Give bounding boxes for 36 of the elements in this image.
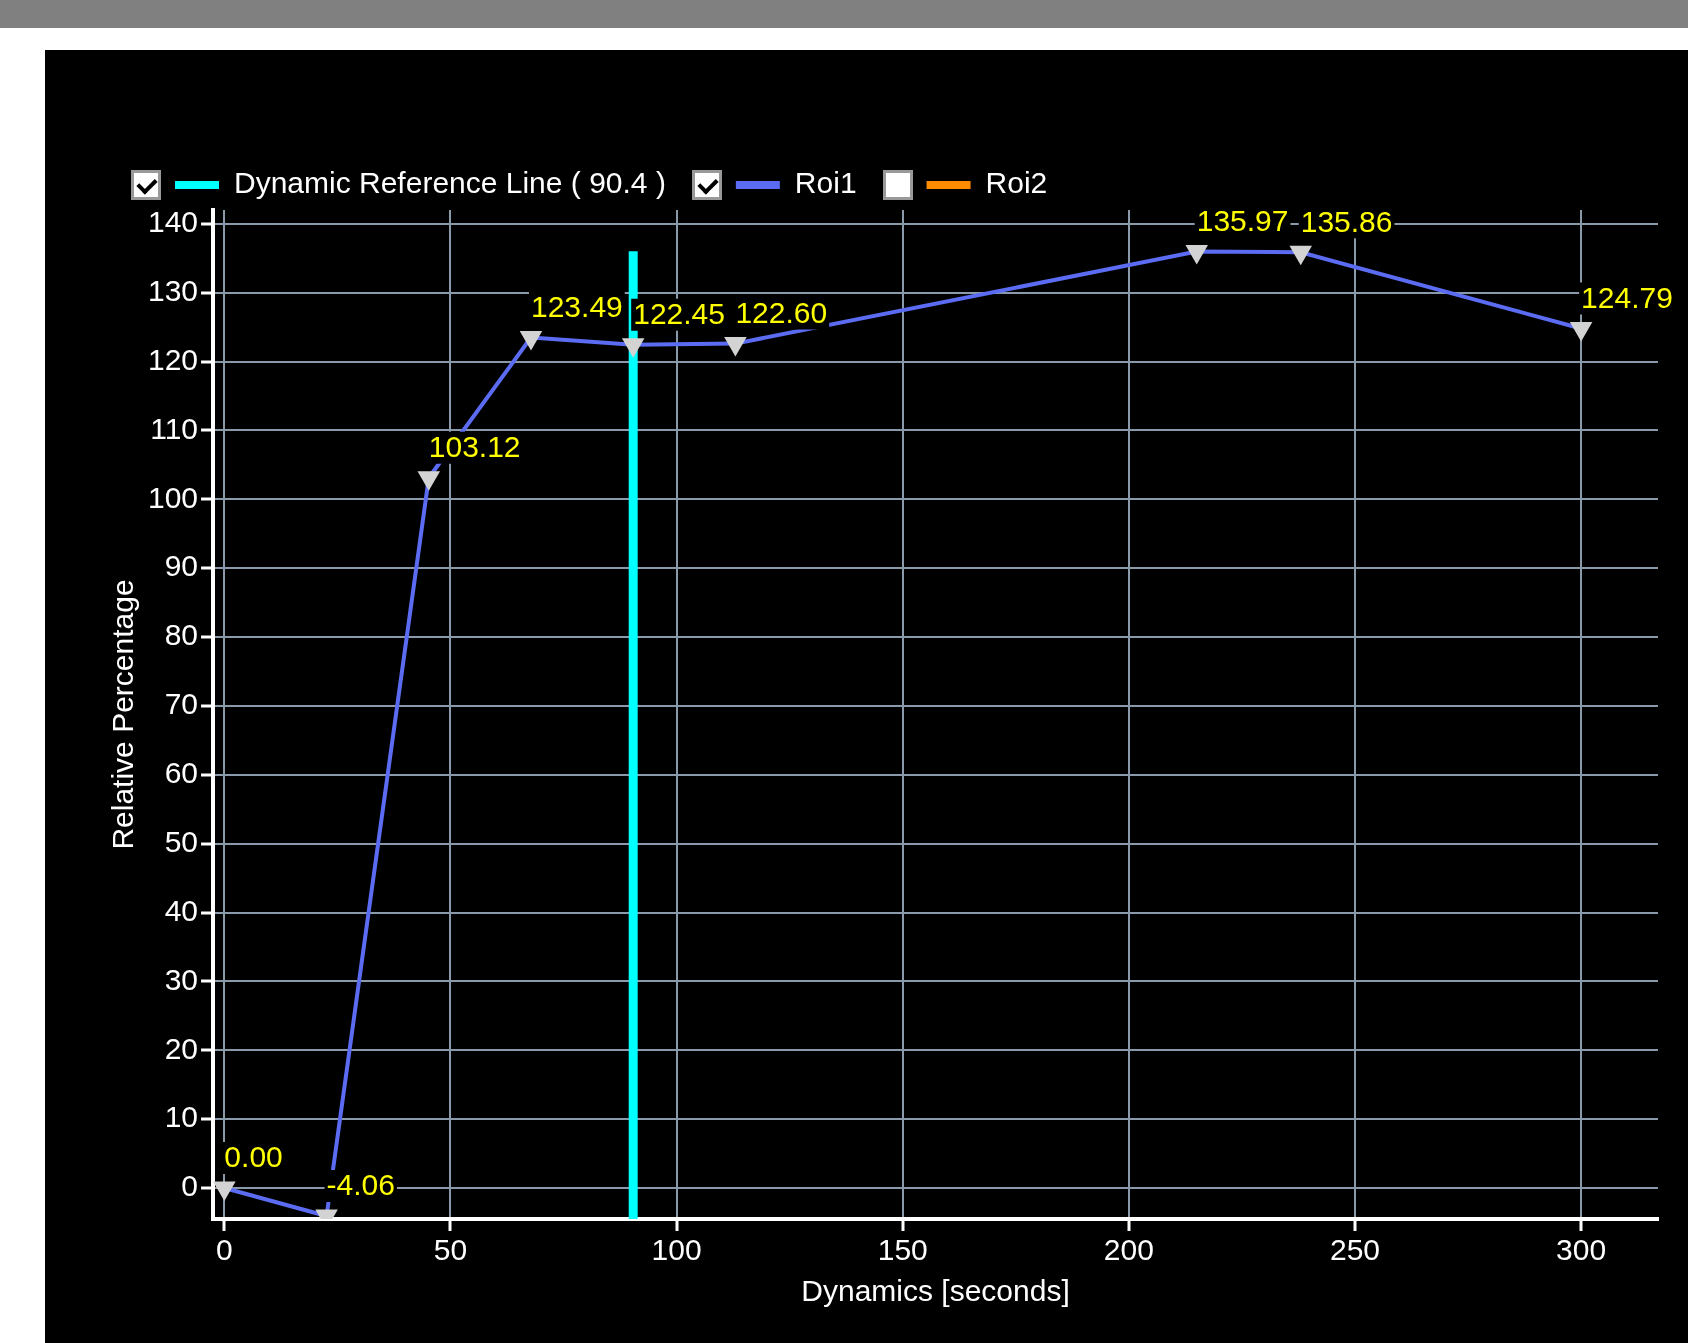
data-label: 124.79 <box>1581 280 1673 314</box>
y-tick-label: 20 <box>164 1031 199 1065</box>
y-tick-label: 40 <box>164 893 199 927</box>
data-label: 0.00 <box>224 1140 283 1174</box>
y-tick-label: 130 <box>147 273 199 307</box>
x-axis-title: Dynamics [seconds] <box>801 1274 1070 1308</box>
y-tick-label: 100 <box>147 480 199 514</box>
x-tick-label: 250 <box>1329 1233 1381 1267</box>
y-tick-label: 0 <box>181 1169 199 1203</box>
y-tick-label: 90 <box>164 549 199 583</box>
data-label: 122.45 <box>633 296 725 330</box>
y-tick-label: 60 <box>164 756 199 790</box>
x-tick-label: 300 <box>1556 1233 1607 1267</box>
y-axis-title: Relative Percentage <box>106 579 140 850</box>
x-tick-label: 200 <box>1103 1233 1154 1267</box>
data-label: 103.12 <box>428 430 521 464</box>
data-label: 135.86 <box>1300 204 1393 238</box>
data-label: 123.49 <box>530 289 623 323</box>
data-label: 135.97 <box>1196 203 1289 237</box>
x-tick-label: 100 <box>651 1233 702 1267</box>
y-tick-label: 50 <box>164 824 199 858</box>
y-tick-label: 110 <box>150 411 199 445</box>
x-tick-label: 0 <box>216 1233 233 1267</box>
data-label: -4.06 <box>326 1168 395 1202</box>
y-tick-label: 30 <box>164 962 199 996</box>
y-tick-label: 140 <box>147 205 199 239</box>
x-tick-label: 50 <box>433 1233 468 1267</box>
legend-label: Dynamic Reference Line ( 90.4 ) <box>234 166 666 200</box>
y-tick-label: 120 <box>147 342 199 376</box>
y-tick-label: 70 <box>164 687 199 721</box>
y-tick-label: 10 <box>164 1100 199 1134</box>
data-label: 122.60 <box>735 295 828 329</box>
y-tick-label: 80 <box>164 618 199 652</box>
legend-label: Roi2 <box>985 166 1048 200</box>
legend-label: Roi1 <box>794 166 857 200</box>
x-tick-label: 150 <box>877 1233 928 1267</box>
